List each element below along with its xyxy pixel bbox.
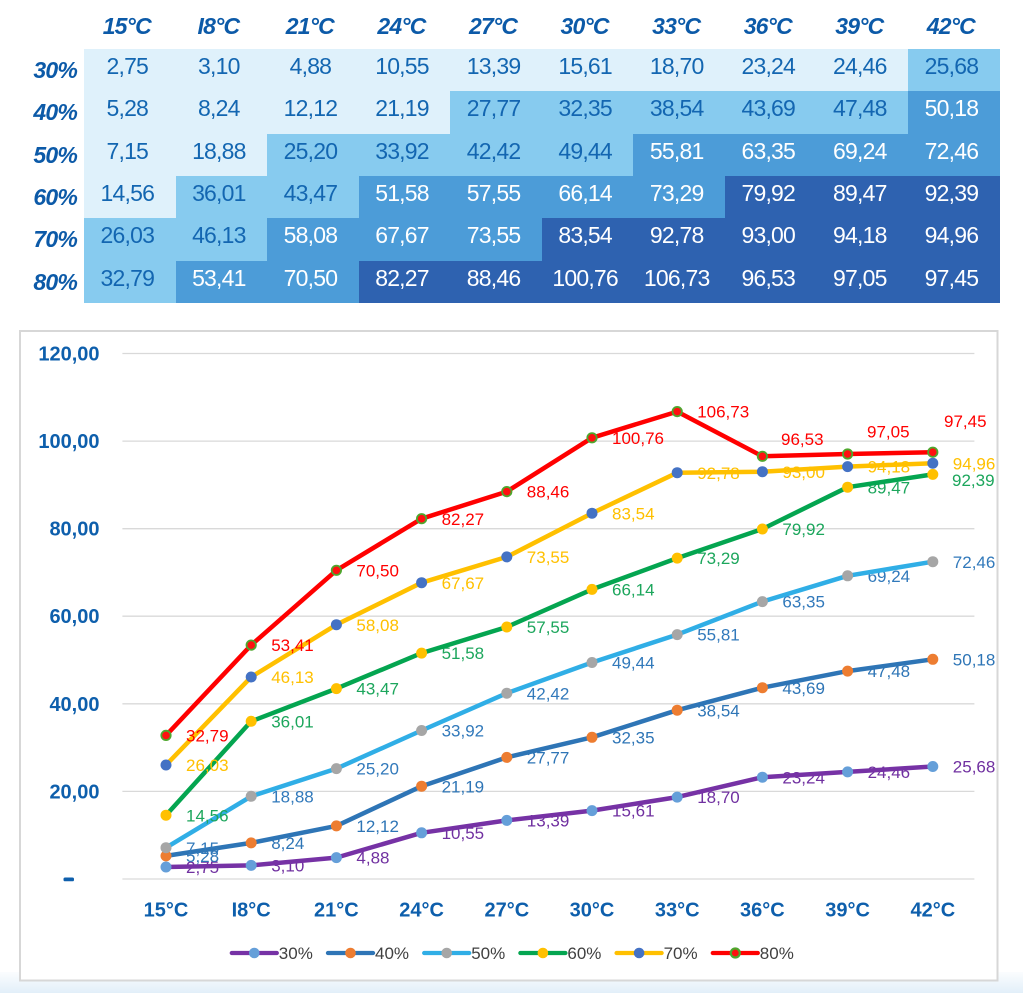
svg-text:72,46: 72,46 — [953, 553, 996, 572]
svg-text:96,53: 96,53 — [781, 430, 824, 449]
svg-text:70,50: 70,50 — [356, 561, 399, 580]
svg-text:80,00: 80,00 — [49, 519, 99, 541]
svg-text:25,20: 25,20 — [356, 760, 399, 779]
svg-text:57,55: 57,55 — [527, 618, 570, 637]
svg-text:82,27: 82,27 — [442, 510, 485, 529]
svg-text:30%: 30% — [279, 944, 313, 963]
svg-text:80%: 80% — [760, 944, 794, 963]
svg-text:97,45: 97,45 — [944, 412, 987, 431]
svg-text:24°C: 24°C — [399, 900, 444, 922]
svg-text:60%: 60% — [567, 944, 601, 963]
svg-text:63,35: 63,35 — [782, 593, 825, 612]
svg-text:39°C: 39°C — [825, 900, 870, 922]
svg-text:79,92: 79,92 — [782, 520, 825, 539]
svg-text:49,44: 49,44 — [612, 654, 655, 673]
svg-text:97,05: 97,05 — [867, 423, 910, 442]
svg-text:50%: 50% — [471, 944, 505, 963]
svg-text:100,00: 100,00 — [38, 431, 99, 453]
svg-text:120,00: 120,00 — [38, 344, 99, 366]
svg-text:30°C: 30°C — [570, 900, 615, 922]
svg-text:43,47: 43,47 — [356, 680, 399, 699]
svg-text:27,77: 27,77 — [527, 749, 570, 768]
svg-text:12,12: 12,12 — [356, 817, 399, 836]
svg-text:18,88: 18,88 — [271, 787, 314, 806]
svg-text:18,70: 18,70 — [697, 788, 740, 807]
svg-text:92,39: 92,39 — [952, 471, 995, 490]
svg-text:106,73: 106,73 — [697, 403, 749, 422]
svg-text:I8°C: I8°C — [232, 900, 271, 922]
svg-text:21°C: 21°C — [314, 900, 359, 922]
svg-text:26,03: 26,03 — [186, 756, 229, 775]
svg-text:42°C: 42°C — [910, 900, 955, 922]
svg-text:46,13: 46,13 — [271, 668, 314, 687]
svg-text:67,67: 67,67 — [442, 574, 485, 593]
svg-text:38,54: 38,54 — [697, 701, 740, 720]
svg-text:4,88: 4,88 — [356, 849, 389, 868]
svg-text:24,46: 24,46 — [868, 763, 911, 782]
svg-text:100,76: 100,76 — [612, 429, 664, 448]
svg-text:36,01: 36,01 — [271, 712, 314, 731]
svg-text:21,19: 21,19 — [442, 777, 485, 796]
svg-text:40,00: 40,00 — [49, 694, 99, 716]
svg-text:14,56: 14,56 — [186, 806, 229, 825]
svg-text:58,08: 58,08 — [356, 616, 399, 635]
svg-text:27°C: 27°C — [484, 900, 529, 922]
svg-text:7,15: 7,15 — [186, 839, 219, 858]
svg-text:20,00: 20,00 — [49, 781, 99, 803]
svg-text:42,42: 42,42 — [527, 684, 570, 703]
svg-text:88,46: 88,46 — [527, 483, 570, 502]
svg-text:50,18: 50,18 — [953, 650, 996, 669]
svg-text:83,54: 83,54 — [612, 504, 655, 523]
svg-text:25,68: 25,68 — [953, 758, 996, 777]
svg-text:53,41: 53,41 — [271, 636, 314, 655]
svg-text:32,79: 32,79 — [186, 727, 229, 746]
svg-text:70%: 70% — [664, 944, 698, 963]
svg-text:60,00: 60,00 — [49, 606, 99, 628]
svg-text:66,14: 66,14 — [612, 581, 655, 600]
svg-text:33°C: 33°C — [655, 900, 700, 922]
svg-text:32,35: 32,35 — [612, 728, 655, 747]
svg-text:73,29: 73,29 — [697, 549, 740, 568]
svg-text:73,55: 73,55 — [527, 548, 570, 567]
svg-text:94,96: 94,96 — [953, 454, 996, 473]
svg-text:33,92: 33,92 — [442, 722, 485, 741]
svg-text:36°C: 36°C — [740, 900, 785, 922]
svg-text:40%: 40% — [375, 944, 409, 963]
svg-text:51,58: 51,58 — [442, 644, 485, 663]
svg-text:55,81: 55,81 — [697, 626, 740, 645]
svg-text:15°C: 15°C — [144, 900, 189, 922]
